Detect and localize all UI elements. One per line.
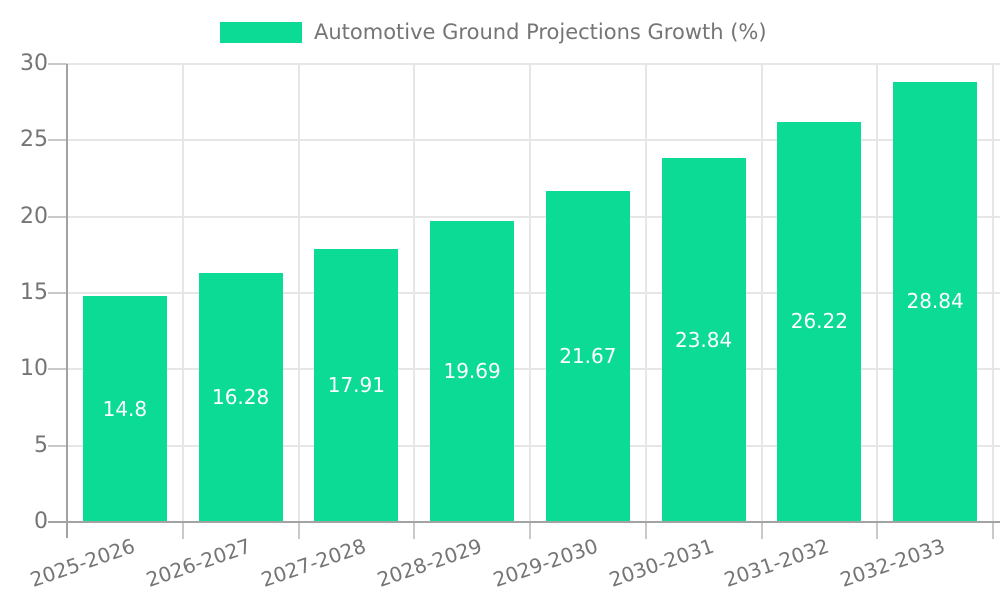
x-tick-label: 2028-2029 [374,533,486,592]
v-gridline [644,64,647,522]
bar[interactable]: 23.84 [661,158,746,521]
y-tick-mark [48,139,67,142]
bar-value-label: 16.28 [211,385,270,410]
y-axis-line [66,64,68,538]
v-gridline [413,64,416,522]
x-tick-mark [413,523,416,539]
x-tick-label: 2030-2031 [605,533,717,592]
x-tick-label: 2027-2028 [258,533,370,592]
x-tick-mark [760,523,763,539]
v-gridline [529,64,531,522]
legend-item[interactable]: Automotive Ground Projections Growth (%) [220,21,767,43]
bar[interactable]: 16.28 [198,273,283,521]
x-tick-label: 2026-2027 [142,533,254,592]
bar-value-label: 19.69 [443,359,501,384]
bar[interactable]: 19.69 [430,221,515,521]
bar[interactable]: 17.91 [314,248,399,521]
v-gridline [181,64,184,522]
x-tick-label: 2032-2033 [837,533,949,592]
h-gridline [67,368,1000,371]
y-tick-mark [48,368,67,371]
y-tick-label: 30 [20,51,48,76]
x-axis-line [48,521,1000,523]
bar[interactable]: 26.22 [777,121,862,521]
x-tick-mark [992,523,994,539]
legend-label: Automotive Ground Projections Growth (%) [314,20,767,44]
y-tick-mark [48,63,67,65]
x-tick-label: 2031-2032 [721,533,833,592]
x-tick-mark [876,523,879,539]
bar-value-label: 23.84 [674,327,733,352]
y-tick-mark [48,292,67,294]
x-tick-mark [644,523,647,539]
bar[interactable]: 14.8 [82,296,167,521]
bar-value-label: 28.84 [906,289,964,314]
bar-value-label: 26.22 [790,309,848,334]
h-gridline [67,215,1000,218]
y-tick-label: 5 [34,432,48,458]
y-tick-label: 0 [34,509,48,534]
v-gridline [876,64,879,522]
v-gridline [760,64,763,522]
bar[interactable]: 21.67 [545,191,630,521]
bar-value-label: 21.67 [559,344,617,369]
bar-value-label: 14.8 [102,396,148,421]
y-tick-label: 20 [20,203,48,229]
bar-value-label: 17.91 [327,372,385,397]
v-gridline [992,64,994,522]
y-tick-label: 15 [20,280,48,305]
x-tick-label: 2025-2026 [26,533,138,592]
y-tick-label: 25 [20,127,48,153]
x-tick-mark [297,523,300,539]
v-gridline [297,64,300,522]
h-gridline [67,139,1000,142]
y-tick-mark [48,215,67,218]
x-tick-mark [529,523,531,539]
x-tick-mark [181,523,184,539]
y-tick-mark [48,444,67,447]
y-tick-label: 10 [20,356,48,382]
h-gridline [67,292,1000,294]
h-gridline [67,444,1000,447]
x-tick-label: 2029-2030 [489,533,601,592]
h-gridline [67,63,1000,65]
bar[interactable]: 28.84 [893,81,978,521]
legend-swatch [220,21,302,43]
